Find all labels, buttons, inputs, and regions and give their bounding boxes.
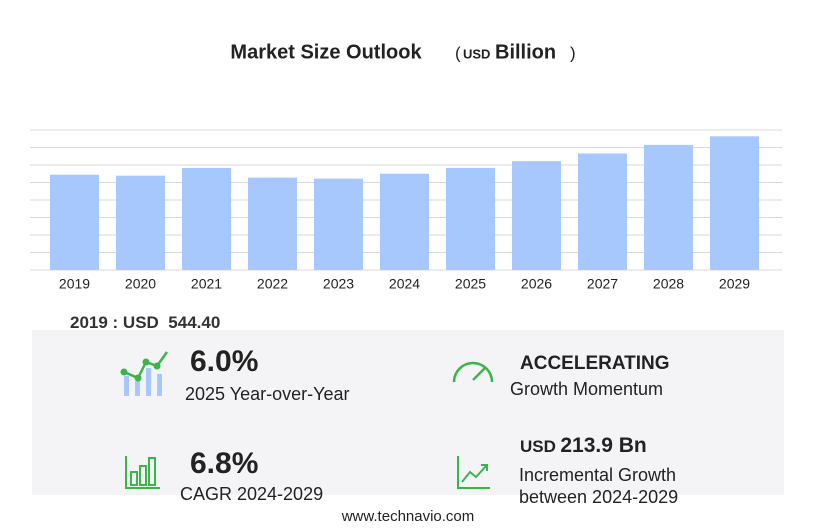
- stats-panel: [32, 330, 784, 495]
- highlight-label: 2019 : USD: [70, 313, 159, 332]
- chart-title: Market Size Outlook: [230, 41, 422, 63]
- bar: [446, 167, 495, 270]
- x-tick-label: 2021: [191, 276, 222, 292]
- speedometer-icon: [452, 361, 494, 383]
- x-tick-label: 2024: [389, 276, 420, 292]
- stat-label: Growth Momentum: [510, 379, 664, 399]
- title-paren: ): [570, 43, 576, 62]
- x-tick-label: 2019: [59, 276, 90, 292]
- increment-icon: [457, 456, 490, 489]
- bar: [116, 175, 165, 270]
- stat-label: between 2024-2029: [519, 487, 679, 507]
- bar: [710, 136, 759, 270]
- footer: www.technavio.com: [341, 508, 475, 525]
- title-paren: (: [455, 43, 461, 62]
- stat-label: 2025 Year-over-Year: [185, 384, 350, 404]
- stat-currency: USD: [520, 437, 556, 456]
- yoy-icon: [120, 351, 169, 396]
- bar: [644, 144, 693, 270]
- bar: [248, 177, 297, 270]
- stat-amount: 213.9 Bn: [560, 434, 647, 457]
- highlight: 2019 : USD 544.40: [70, 313, 220, 333]
- bar: [578, 153, 627, 270]
- x-tick-label: 2028: [653, 276, 684, 292]
- stat-label: CAGR 2024-2029: [180, 484, 324, 504]
- x-tick-label: 2025: [455, 276, 486, 292]
- stat-value: ACCELERATING: [520, 353, 670, 374]
- stat-value: 6.0%: [190, 345, 259, 378]
- x-tick-label: 2023: [323, 276, 354, 292]
- x-tick-label: 2022: [257, 276, 288, 292]
- x-tick-label: 2027: [587, 276, 618, 292]
- chart: Market Size Outlook ( USD Billion ) 2019…: [30, 41, 782, 292]
- bar: [512, 161, 561, 270]
- highlight-value: 544.40: [168, 313, 221, 332]
- title-currency: USD: [463, 46, 490, 61]
- bar: [182, 167, 231, 270]
- stat-value: USD 213.9 Bn: [520, 434, 647, 458]
- x-tick-label: 2020: [125, 276, 156, 292]
- bar: [314, 178, 363, 270]
- stat-label: Incremental Growth: [519, 465, 677, 485]
- x-tick-label: 2029: [719, 276, 750, 292]
- stat-value: 6.8%: [190, 447, 259, 480]
- cagr-icon: [125, 456, 160, 489]
- bar: [50, 174, 99, 270]
- x-tick-label: 2026: [521, 276, 552, 292]
- bar: [380, 173, 429, 270]
- title-unit: Billion: [495, 41, 556, 63]
